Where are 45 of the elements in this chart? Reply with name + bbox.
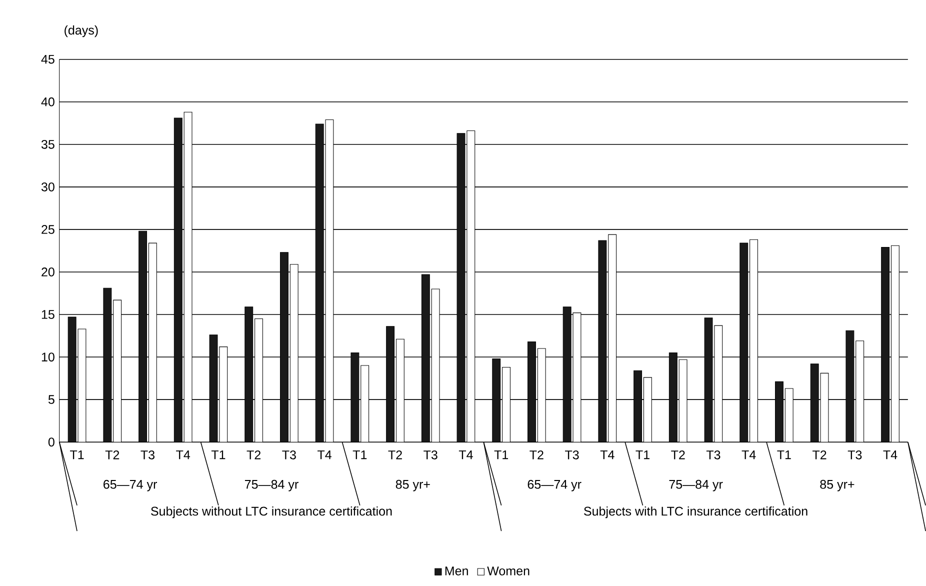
x-tick-label: T4: [600, 450, 614, 459]
x-tick-label: T3: [424, 450, 438, 460]
y-tick-label: 0: [48, 437, 54, 446]
x-tick-label: T2: [105, 450, 120, 459]
y-tick-label: 35: [41, 140, 54, 149]
y-tick-label: 25: [42, 224, 54, 234]
text: 85 yr+: [396, 480, 430, 492]
x-tick-label: T1: [70, 450, 84, 459]
x-tick-label: T3: [706, 450, 720, 460]
x-tick-label: T1: [352, 450, 367, 459]
legend-label: Women: [487, 566, 530, 576]
x-tick-label: T1: [777, 450, 791, 459]
x-tick-label: T1: [636, 450, 650, 459]
x-tick-label: T4: [458, 450, 473, 459]
y-tick-label: 10: [42, 352, 54, 362]
text: Subjects without LTC insurance certification: [151, 506, 392, 518]
x-tick-label: T4: [318, 450, 332, 459]
x-tick-label: T4: [883, 450, 898, 459]
y-tick-label: 5: [48, 394, 54, 404]
text: 65—74 yr: [104, 480, 158, 492]
y-axis-title: (days): [64, 25, 98, 37]
x-tick-label: T2: [246, 450, 261, 459]
x-tick-label: T3: [282, 450, 296, 460]
x-tick-label: T2: [388, 450, 402, 459]
text: 75—84 yr: [669, 480, 723, 492]
y-tick-label: 45: [41, 54, 54, 64]
x-tick-label: T2: [671, 450, 685, 459]
x-tick-label: T1: [494, 450, 508, 459]
y-tick-label: 30: [41, 182, 54, 192]
y-tick-label: 20: [42, 267, 54, 276]
x-tick-label: T3: [848, 450, 862, 460]
x-tick-label: T3: [140, 450, 154, 460]
x-tick-label: T4: [742, 450, 756, 459]
y-tick-label: 15: [42, 310, 54, 319]
y-tick-label: 40: [41, 97, 54, 106]
x-tick-label: T3: [565, 450, 579, 460]
text: 65—74 yr: [528, 480, 582, 492]
x-tick-label: T2: [530, 450, 544, 459]
text: Subjects with LTC insurance certification: [584, 506, 808, 518]
x-tick-label: T1: [211, 450, 226, 459]
text: 75—84 yr: [244, 480, 298, 492]
x-tick-label: T4: [176, 450, 190, 459]
text: 85 yr+: [820, 480, 854, 492]
legend-label: Men: [445, 566, 468, 576]
x-tick-label: T2: [812, 450, 826, 459]
